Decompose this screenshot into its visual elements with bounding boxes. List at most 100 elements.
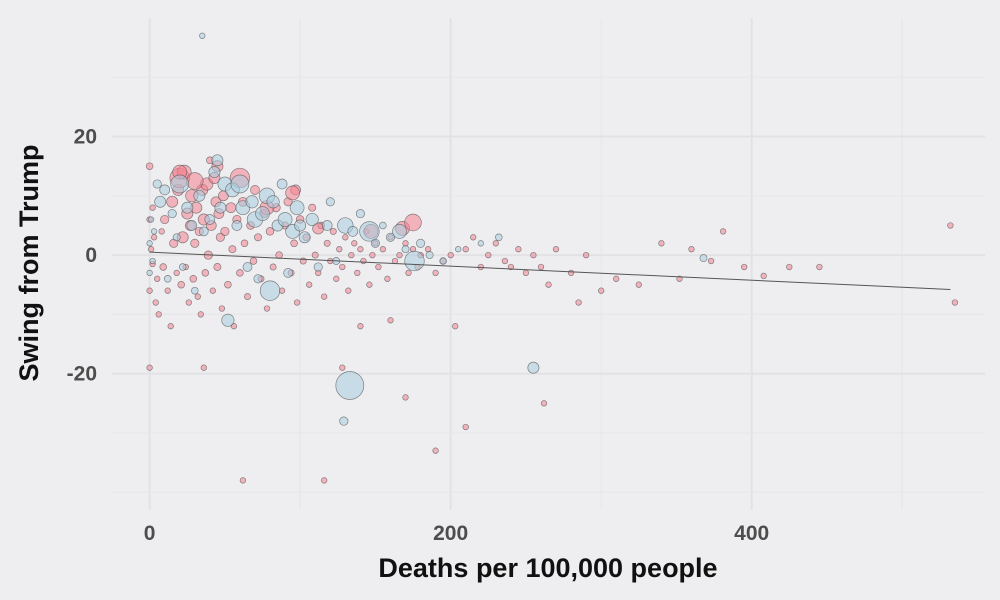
data-point (530, 251, 537, 259)
data-point (146, 269, 153, 277)
data-point (275, 251, 283, 259)
data-points (145, 32, 959, 484)
data-point (306, 281, 313, 288)
data-point (221, 313, 235, 327)
data-point (250, 185, 260, 195)
data-point (401, 245, 410, 254)
data-point (240, 239, 249, 248)
data-point (145, 162, 154, 170)
data-point (245, 195, 259, 209)
data-point (147, 246, 155, 253)
data-point (149, 257, 156, 265)
data-point (537, 263, 545, 271)
data-point (167, 323, 174, 330)
data-point (159, 263, 167, 271)
data-point (173, 269, 180, 277)
data-point (379, 221, 387, 230)
data-point (228, 245, 237, 254)
data-point (462, 423, 469, 431)
data-point (455, 246, 462, 253)
data-point (321, 293, 328, 300)
data-point (402, 394, 409, 401)
data-point (360, 257, 367, 265)
data-point (249, 257, 258, 265)
data-point (265, 227, 275, 236)
data-point (522, 269, 530, 277)
data-point (209, 287, 216, 294)
data-point (189, 275, 198, 283)
data-point (485, 251, 492, 259)
data-point (452, 323, 459, 330)
data-point (255, 206, 270, 221)
data-point (253, 274, 263, 284)
data-point (688, 246, 695, 253)
data-point (351, 240, 358, 247)
data-point (254, 233, 262, 242)
data-point (244, 293, 251, 301)
data-point (325, 197, 335, 207)
data-point (152, 179, 162, 189)
data-point (348, 251, 355, 259)
data-point (208, 166, 221, 179)
data-point (699, 254, 708, 263)
data-point (200, 364, 207, 371)
data-point (285, 185, 300, 201)
data-point (384, 275, 391, 282)
data-point (242, 262, 253, 272)
data-point (231, 220, 243, 231)
data-point (194, 293, 201, 300)
data-point (298, 231, 311, 244)
data-point (276, 178, 288, 190)
data-point (501, 257, 509, 265)
data-point (313, 262, 323, 272)
data-point (167, 209, 177, 219)
data-point (339, 416, 349, 426)
data-point (177, 280, 185, 289)
data-point (159, 184, 171, 196)
data-point (152, 299, 159, 306)
data-point (598, 287, 605, 294)
data-point (404, 250, 425, 272)
data-point (385, 232, 396, 242)
data-point (214, 201, 227, 214)
data-point (432, 269, 439, 277)
data-point (447, 251, 454, 259)
data-point (198, 226, 209, 237)
data-point (158, 228, 165, 235)
y-axis-title: Swing from Trump (14, 144, 44, 381)
trend-line (149, 251, 951, 290)
y-tick-label: -20 (67, 363, 97, 386)
data-point (515, 246, 522, 253)
data-point (146, 287, 153, 294)
data-point (259, 280, 281, 301)
data-point (146, 240, 153, 247)
y-tick-labels: -20 0 20 (67, 126, 97, 386)
data-point (347, 226, 359, 237)
data-point (355, 209, 365, 219)
data-point (290, 239, 298, 248)
data-point (178, 263, 187, 271)
data-point (477, 240, 484, 247)
data-point (166, 195, 179, 208)
data-point (160, 214, 170, 225)
data-point (220, 226, 230, 236)
data-point (545, 281, 552, 288)
data-point (947, 222, 954, 229)
data-point (416, 238, 426, 248)
data-point (311, 251, 319, 259)
data-point (370, 238, 380, 248)
y-tick-label: 0 (85, 244, 97, 267)
data-point (154, 195, 167, 208)
x-tick-label: 0 (144, 522, 156, 545)
data-point (391, 257, 399, 265)
data-point (635, 281, 642, 288)
data-point (277, 212, 293, 227)
data-point (329, 227, 337, 235)
data-point (154, 275, 161, 282)
data-point (224, 280, 232, 289)
data-point (283, 268, 293, 278)
data-point (225, 202, 237, 214)
data-point (333, 275, 340, 282)
data-point (719, 228, 727, 235)
data-point (357, 246, 364, 253)
